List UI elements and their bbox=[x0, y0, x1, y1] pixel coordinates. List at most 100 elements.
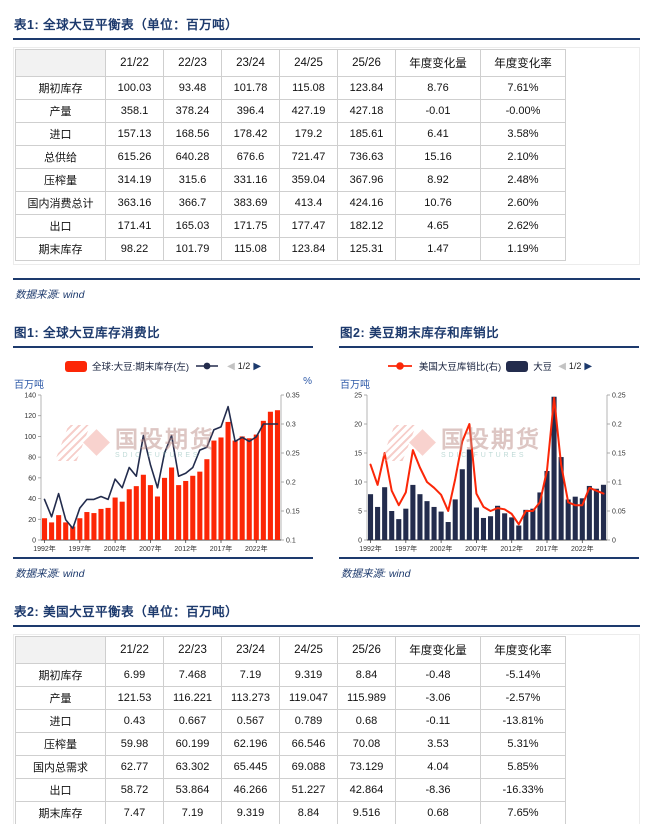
table-cell: 115.08 bbox=[221, 237, 280, 261]
row-label: 期初库存 bbox=[15, 76, 106, 100]
table-cell: -8.36 bbox=[395, 778, 481, 802]
svg-text:80: 80 bbox=[28, 455, 36, 462]
table-cell: 115.989 bbox=[337, 686, 396, 710]
table-cell: -0.48 bbox=[395, 663, 481, 687]
column-header: 年度变化量 bbox=[395, 636, 481, 664]
column-header: 24/25 bbox=[279, 49, 338, 77]
table2-section: 表2: 美国大豆平衡表（单位：百万吨） 21/22 22/23 23/24 24/25… bbox=[13, 601, 640, 824]
table-cell: 10.76 bbox=[395, 191, 481, 215]
row-label: 产量 bbox=[15, 686, 106, 710]
table-cell: 424.16 bbox=[337, 191, 396, 215]
table-cell: 331.16 bbox=[221, 168, 280, 192]
pager-label: 1/2 bbox=[237, 361, 251, 371]
figure1-legend: 全球:大豆:期末库存(左) ◀ 1/2 ▶ bbox=[13, 359, 313, 373]
table-cell: 358.1 bbox=[105, 99, 164, 123]
table-cell: 0.68 bbox=[395, 801, 481, 824]
table-cell: -13.81% bbox=[480, 709, 566, 733]
row-label: 压榨量 bbox=[15, 732, 106, 756]
table-row: 进口 157.13 168.56 178.42 179.2 185.61 6.41 3.58% bbox=[15, 122, 566, 146]
table-cell: 63.302 bbox=[163, 755, 222, 779]
table-cell: 366.7 bbox=[163, 191, 222, 215]
row-label: 总供给 bbox=[15, 145, 106, 169]
svg-text:20: 20 bbox=[28, 517, 36, 524]
table-cell: 115.08 bbox=[279, 76, 338, 100]
pager-label: 1/2 bbox=[568, 361, 582, 371]
table-cell: 3.58% bbox=[480, 122, 566, 146]
prev-page-icon[interactable]: ◀ bbox=[227, 360, 235, 372]
table-cell: 98.22 bbox=[105, 237, 164, 261]
global-soybean-balance-table: 21/22 22/23 23/24 24/25 25/26 年度变化量 年度变化率 期初库存 1… bbox=[15, 49, 566, 261]
divider bbox=[339, 346, 639, 348]
table-cell: 101.79 bbox=[163, 237, 222, 261]
row-label: 国内消费总计 bbox=[15, 191, 106, 215]
svg-text:0: 0 bbox=[612, 538, 616, 545]
table-cell: 640.28 bbox=[163, 145, 222, 169]
table-cell: 125.31 bbox=[337, 237, 396, 261]
svg-text:25: 25 bbox=[354, 393, 362, 400]
table-cell: 6.99 bbox=[105, 663, 164, 687]
svg-text:0.35: 0.35 bbox=[286, 393, 300, 400]
table-cell: 179.2 bbox=[279, 122, 338, 146]
table-cell: 62.77 bbox=[105, 755, 164, 779]
table-cell: 0.567 bbox=[221, 709, 280, 733]
table-cell: 113.273 bbox=[221, 686, 280, 710]
legend-pager: ◀ 1/2 ▶ bbox=[558, 361, 592, 372]
svg-text:2012年: 2012年 bbox=[174, 544, 197, 553]
svg-text:2022年: 2022年 bbox=[571, 544, 594, 553]
line-legend-swatch bbox=[196, 362, 219, 370]
table-cell: -16.33% bbox=[480, 778, 566, 802]
table-cell: 69.088 bbox=[279, 755, 338, 779]
table-cell: 51.227 bbox=[279, 778, 338, 802]
table-cell: 314.19 bbox=[105, 168, 164, 192]
column-header: 25/26 bbox=[337, 49, 396, 77]
svg-text:2017年: 2017年 bbox=[210, 544, 233, 553]
next-page-icon[interactable]: ▶ bbox=[584, 360, 593, 372]
column-header: 24/25 bbox=[279, 636, 338, 664]
figure1-chart: 0 20 40 60 80 100 120 140 0.1 0.15 0.2 0.25 0.3 0.35 1… bbox=[24, 393, 300, 554]
table1-container: 21/22 22/23 23/24 24/25 25/26 年度变化量 年度变化率 期初库存 1… bbox=[13, 47, 640, 265]
table-cell: 73.129 bbox=[337, 755, 396, 779]
row-label: 出口 bbox=[15, 778, 106, 802]
svg-text:2007年: 2007年 bbox=[465, 544, 488, 553]
row-label: 产量 bbox=[15, 99, 106, 123]
column-header: 21/22 bbox=[105, 636, 164, 664]
table-cell: 185.61 bbox=[337, 122, 396, 146]
row-label: 进口 bbox=[15, 122, 106, 146]
table-cell: 6.41 bbox=[395, 122, 481, 146]
table-cell: 383.69 bbox=[221, 191, 280, 215]
table-cell: 171.75 bbox=[221, 214, 280, 238]
table-cell: 0.68 bbox=[337, 709, 396, 733]
figure2-chart-area: 0 5 10 15 20 25 0 0.05 0.1 0.15 0.2 0.25 1992年 1997年 2… bbox=[339, 389, 639, 557]
divider bbox=[13, 625, 640, 627]
bar-legend-swatch bbox=[64, 360, 87, 372]
svg-text:0.3: 0.3 bbox=[286, 422, 296, 429]
table1-title: 表1: 全球大豆平衡表（单位：百万吨） bbox=[14, 18, 239, 32]
table2-title: 表2: 美国大豆平衡表（单位：百万吨） bbox=[14, 605, 239, 619]
table-cell: 721.47 bbox=[279, 145, 338, 169]
figures-row: 图1: 全球大豆库存消费比 全球:大豆:期末库存(左) ◀ 1/2 ▶ 百万吨 … bbox=[13, 316, 640, 581]
table-cell: 59.98 bbox=[105, 732, 164, 756]
table-cell: -5.14% bbox=[480, 663, 566, 687]
left-axis-unit: 百万吨 bbox=[340, 380, 370, 391]
svg-text:0.25: 0.25 bbox=[286, 451, 300, 458]
figure1-chart-area: 0 20 40 60 80 100 120 140 0.1 0.15 0.2 0.25 0.3 0.35 1… bbox=[13, 389, 313, 557]
table-cell: 7.61% bbox=[480, 76, 566, 100]
row-label: 期末库存 bbox=[15, 801, 106, 824]
svg-text:2002年: 2002年 bbox=[430, 544, 453, 553]
table-cell: 427.18 bbox=[337, 99, 396, 123]
table-cell: 60.199 bbox=[163, 732, 222, 756]
prev-page-icon[interactable]: ◀ bbox=[558, 360, 566, 372]
table-row: 期初库存 6.99 7.468 7.19 9.319 8.84 -0.48 -5.14% bbox=[15, 663, 566, 687]
svg-text:15: 15 bbox=[354, 451, 362, 458]
next-page-icon[interactable]: ▶ bbox=[253, 360, 262, 372]
table-cell: -0.00% bbox=[480, 99, 566, 123]
table-cell: 2.48% bbox=[480, 168, 566, 192]
table-cell: 736.63 bbox=[337, 145, 396, 169]
column-header: 年度变化率 bbox=[480, 636, 566, 664]
svg-text:1997年: 1997年 bbox=[69, 544, 92, 553]
table-cell: 121.53 bbox=[105, 686, 164, 710]
column-header: 年度变化量 bbox=[395, 49, 481, 77]
svg-text:60: 60 bbox=[28, 475, 36, 482]
table-cell: 168.56 bbox=[163, 122, 222, 146]
